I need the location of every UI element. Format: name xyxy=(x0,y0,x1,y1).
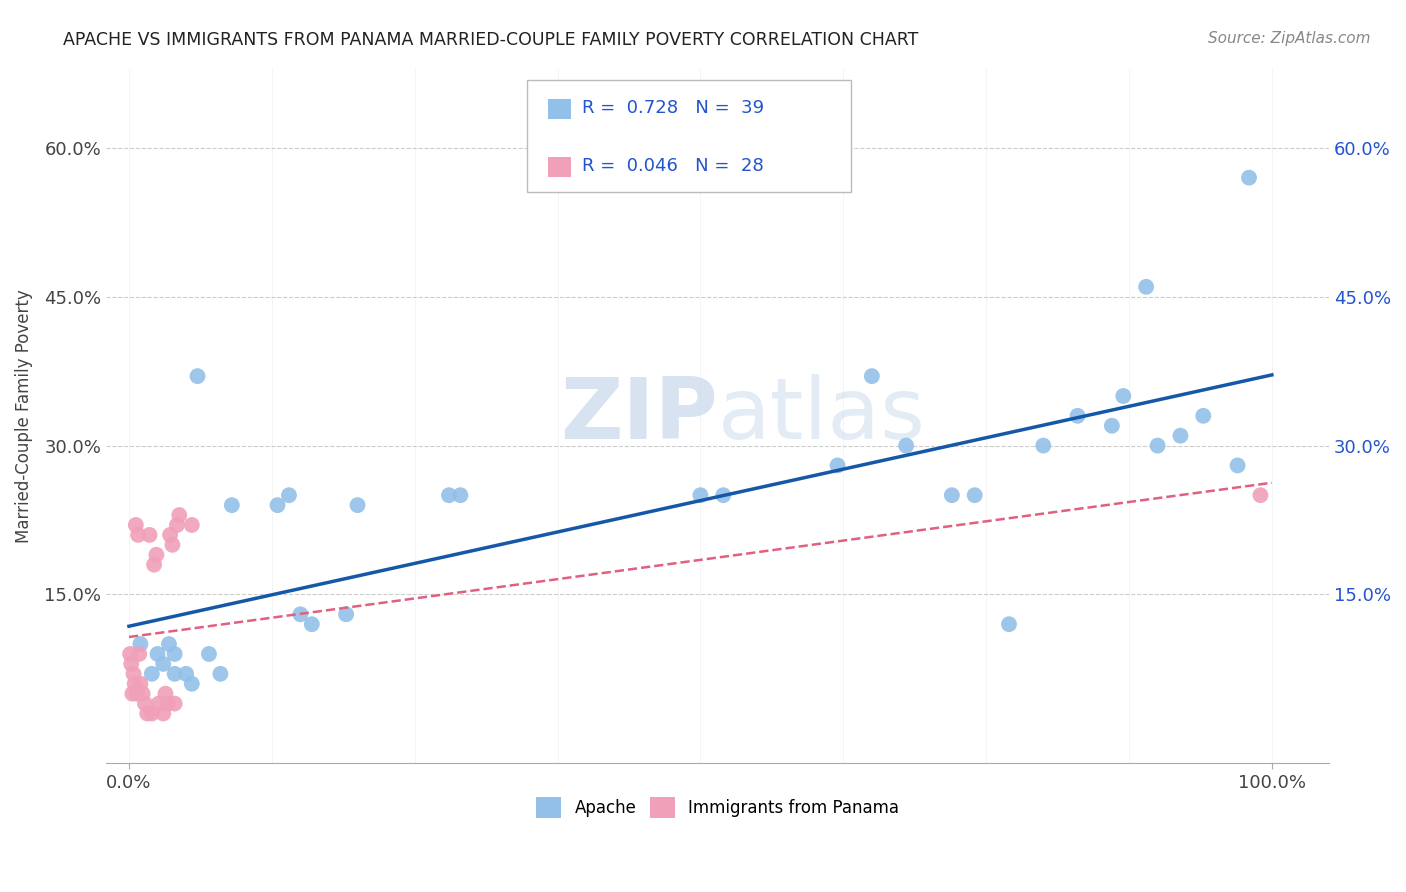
Point xyxy=(138,528,160,542)
Point xyxy=(125,687,148,701)
Point xyxy=(1135,280,1157,294)
Point xyxy=(278,488,301,502)
Point xyxy=(156,697,179,711)
Point xyxy=(134,697,156,711)
Point xyxy=(127,528,149,542)
Point xyxy=(827,458,849,473)
Point xyxy=(120,647,142,661)
Point xyxy=(346,498,368,512)
Point xyxy=(266,498,288,512)
Y-axis label: Married-Couple Family Poverty: Married-Couple Family Poverty xyxy=(15,289,32,542)
Point xyxy=(449,488,471,502)
Point xyxy=(290,607,312,622)
Point xyxy=(1226,458,1249,473)
Point xyxy=(209,666,232,681)
Point xyxy=(136,706,159,721)
Point xyxy=(145,548,167,562)
Point xyxy=(159,528,181,542)
Point xyxy=(163,666,186,681)
Point xyxy=(121,687,143,701)
Point xyxy=(1237,170,1260,185)
Text: APACHE VS IMMIGRANTS FROM PANAMA MARRIED-COUPLE FAMILY POVERTY CORRELATION CHART: APACHE VS IMMIGRANTS FROM PANAMA MARRIED… xyxy=(63,31,918,49)
Point xyxy=(162,538,184,552)
Point xyxy=(186,369,208,384)
Point xyxy=(174,666,197,681)
Text: Source: ZipAtlas.com: Source: ZipAtlas.com xyxy=(1208,31,1371,46)
Point xyxy=(1032,439,1054,453)
Point xyxy=(1066,409,1088,423)
Point xyxy=(146,647,169,661)
Point xyxy=(963,488,986,502)
Point xyxy=(1170,428,1192,442)
Point xyxy=(301,617,323,632)
Point xyxy=(894,439,917,453)
Point xyxy=(941,488,963,502)
Text: atlas: atlas xyxy=(717,375,925,458)
Point xyxy=(129,677,152,691)
Point xyxy=(120,657,142,671)
Point xyxy=(860,369,883,384)
Point xyxy=(143,558,166,572)
Point xyxy=(198,647,221,661)
Point xyxy=(998,617,1021,632)
Point xyxy=(128,647,150,661)
Point xyxy=(1101,418,1123,433)
Point xyxy=(335,607,357,622)
Point xyxy=(125,518,148,533)
Point xyxy=(1112,389,1135,403)
Point xyxy=(221,498,243,512)
Point xyxy=(180,518,202,533)
Point xyxy=(166,518,188,533)
Point xyxy=(152,657,174,671)
Point xyxy=(124,677,146,691)
Point xyxy=(152,706,174,721)
Legend: Apache, Immigrants from Panama: Apache, Immigrants from Panama xyxy=(530,790,905,824)
Point xyxy=(141,706,163,721)
Point xyxy=(141,666,163,681)
Point xyxy=(148,697,170,711)
Text: R =  0.728   N =  39: R = 0.728 N = 39 xyxy=(582,99,765,117)
Point xyxy=(437,488,460,502)
Point xyxy=(711,488,734,502)
Point xyxy=(131,687,153,701)
Point xyxy=(167,508,190,522)
Point xyxy=(180,677,202,691)
Point xyxy=(1249,488,1271,502)
Point xyxy=(163,647,186,661)
Point xyxy=(122,666,145,681)
Point xyxy=(1192,409,1215,423)
Point xyxy=(155,687,177,701)
Point xyxy=(129,637,152,651)
Text: R =  0.046   N =  28: R = 0.046 N = 28 xyxy=(582,157,763,175)
Point xyxy=(689,488,711,502)
Point xyxy=(1146,439,1168,453)
Text: ZIP: ZIP xyxy=(560,375,717,458)
Point xyxy=(157,637,180,651)
Point xyxy=(163,697,186,711)
